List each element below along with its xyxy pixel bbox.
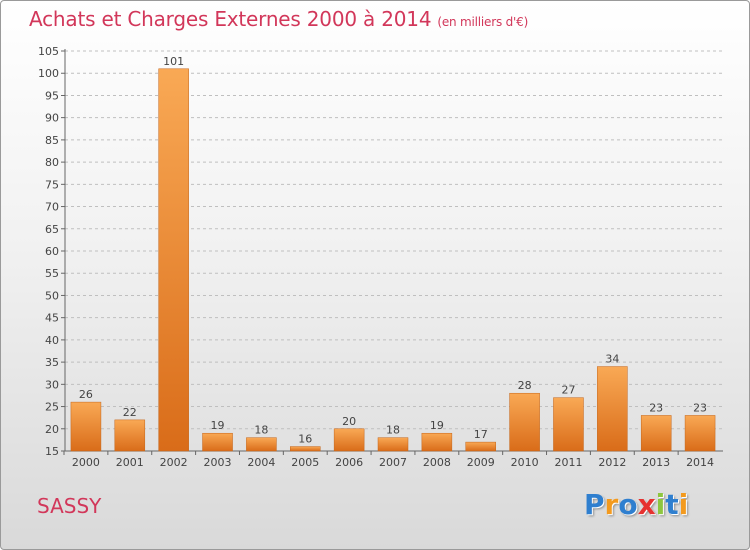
x-tick-label: 2003 — [204, 456, 232, 469]
x-tick-label: 2000 — [72, 456, 100, 469]
bar — [246, 437, 277, 452]
x-tick-label: 2009 — [467, 456, 495, 469]
proxiti-logo: Proxiti — [584, 488, 688, 521]
logo-letter: P — [584, 488, 605, 521]
data-label: 17 — [474, 428, 488, 441]
y-tick-label: 105 — [38, 45, 59, 58]
x-tick-label: 2013 — [642, 456, 670, 469]
y-tick-label: 90 — [45, 112, 59, 125]
x-tick-label: 2001 — [116, 456, 144, 469]
x-tick-label: 2006 — [335, 456, 363, 469]
data-label: 20 — [342, 415, 356, 428]
bar — [333, 428, 365, 452]
data-label: 22 — [123, 406, 137, 419]
data-label: 26 — [79, 388, 93, 401]
bar — [640, 415, 672, 452]
bar — [684, 415, 716, 452]
y-tick-label: 60 — [45, 245, 59, 258]
data-label: 34 — [605, 353, 619, 366]
x-tick-label: 2011 — [554, 456, 582, 469]
y-tick-label: 65 — [45, 223, 59, 236]
bar — [465, 441, 496, 452]
data-label: 101 — [163, 55, 184, 68]
y-tick-label: 40 — [45, 334, 59, 347]
logo-letter: x — [637, 488, 656, 521]
bar — [202, 432, 233, 452]
title-text: Achats et Charges Externes 2000 à 2014 — [29, 7, 432, 31]
y-tick-label: 45 — [45, 312, 59, 325]
y-tick-label: 15 — [45, 445, 59, 458]
y-tick-label: 35 — [45, 356, 59, 369]
y-tick-label: 95 — [45, 89, 59, 102]
y-tick-label: 20 — [45, 423, 59, 436]
x-tick-label: 2012 — [598, 456, 626, 469]
data-label: 23 — [649, 401, 663, 414]
bar — [597, 366, 628, 452]
data-label: 18 — [254, 424, 268, 437]
data-label: 27 — [561, 384, 575, 397]
x-tick-label: 2004 — [247, 456, 275, 469]
bar — [509, 392, 540, 452]
y-tick-label: 25 — [45, 401, 59, 414]
x-tick-label: 2014 — [686, 456, 714, 469]
logo-letter: t — [665, 488, 679, 521]
data-label: 18 — [386, 424, 400, 437]
chart-title: Achats et Charges Externes 2000 à 2014 (e… — [29, 7, 528, 31]
bar — [290, 446, 321, 452]
logo-letter: r — [604, 488, 619, 521]
x-tick-label: 2005 — [291, 456, 319, 469]
x-tick-label: 2007 — [379, 456, 407, 469]
x-tick-label: 2010 — [511, 456, 539, 469]
y-tick-label: 85 — [45, 134, 59, 147]
bar — [114, 419, 146, 452]
bar — [421, 432, 453, 452]
data-label: 23 — [693, 401, 707, 414]
x-tick-label: 2002 — [160, 456, 188, 469]
bar — [377, 437, 409, 452]
bar — [553, 397, 584, 452]
data-label: 16 — [298, 433, 312, 446]
y-tick-label: 30 — [45, 378, 59, 391]
bar — [70, 401, 102, 452]
y-tick-label: 100 — [38, 67, 59, 80]
data-label: 28 — [518, 379, 532, 392]
y-tick-label: 55 — [45, 267, 59, 280]
place-name: SASSY — [37, 494, 102, 518]
data-label: 19 — [211, 419, 225, 432]
y-tick-label: 80 — [45, 156, 59, 169]
bar — [158, 68, 189, 452]
logo-letter: o — [618, 488, 638, 521]
logo-letter: i — [678, 488, 689, 521]
data-label: 19 — [430, 419, 444, 432]
y-tick-label: 70 — [45, 201, 59, 214]
x-tick-label: 2008 — [423, 456, 451, 469]
y-tick-label: 75 — [45, 178, 59, 191]
y-tick-label: 50 — [45, 289, 59, 302]
logo-letter: i — [655, 488, 666, 521]
title-unit: (en milliers d'€) — [437, 15, 529, 29]
